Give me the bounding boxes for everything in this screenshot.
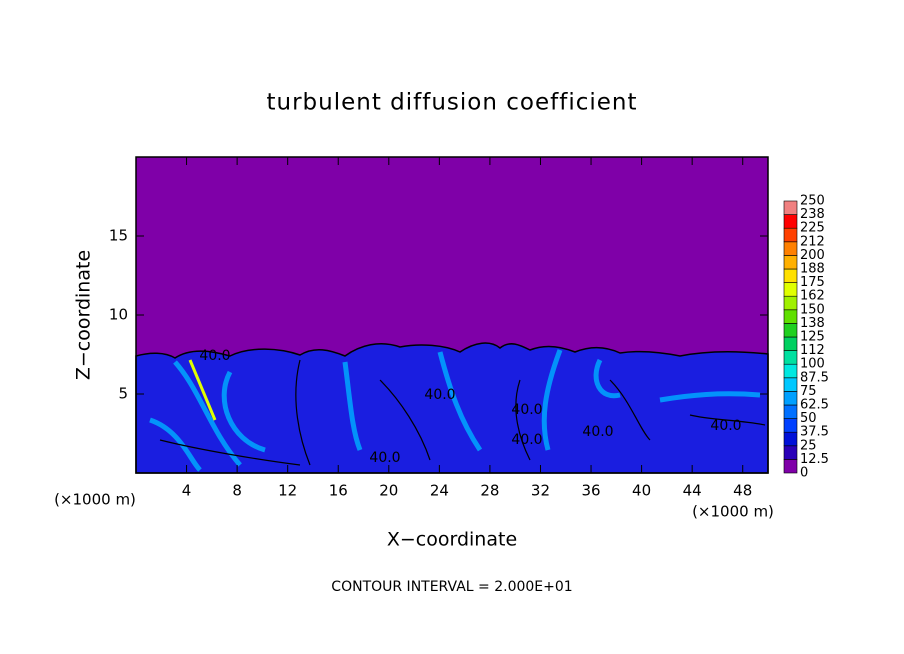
- colorbar-label: 150: [800, 302, 825, 317]
- colorbar-label: 12.5: [800, 452, 829, 467]
- colorbar-bin: [783, 363, 798, 379]
- x-tick-label: 40: [632, 482, 651, 500]
- y-tick-label: 10: [109, 306, 128, 324]
- x-tick-label: 32: [531, 482, 550, 500]
- colorbar-label: 25: [800, 438, 817, 453]
- colorbar-label: 238: [800, 207, 825, 222]
- turbulent-layer: [135, 342, 769, 474]
- colorbar-bin: [783, 323, 798, 338]
- x-tick-label: 4: [182, 482, 192, 500]
- x-tick-label: 12: [278, 482, 297, 500]
- colorbar-label: 175: [800, 275, 825, 290]
- colorbar-bin: [783, 431, 798, 447]
- x-axis-label: X−coordinate: [387, 529, 517, 551]
- colorbar-bin: [783, 268, 798, 283]
- x-tick-label: 44: [683, 482, 702, 500]
- colorbar-label: 62.5: [800, 398, 829, 413]
- footer: CONTOUR INTERVAL = 2.000E+01: [331, 579, 572, 595]
- contour-label: 40.0: [199, 348, 230, 364]
- colorbar-bin: [783, 377, 798, 392]
- colorbar-bin: [783, 309, 798, 324]
- y-tick-label: 15: [109, 227, 128, 245]
- x-unit: (×1000 m): [692, 503, 774, 521]
- colorbar-label: 37.5: [800, 425, 829, 440]
- x-tick-label: 8: [232, 482, 242, 500]
- colorbar-label: 112: [800, 343, 825, 358]
- colorbar-label: 125: [800, 330, 825, 345]
- colorbar-label: 200: [800, 248, 825, 263]
- colorbar-label: 75: [800, 384, 817, 399]
- colorbar-bin: [783, 227, 798, 243]
- colorbar-label: 212: [800, 234, 825, 249]
- x-tick-label: 36: [581, 482, 600, 500]
- colorbar-bin: [783, 282, 798, 297]
- y-tick-label: 5: [118, 385, 128, 403]
- colorbar-bin: [783, 255, 798, 270]
- colorbar-bin: [783, 295, 798, 311]
- colorbar-bin: [783, 459, 798, 474]
- y-unit: (×1000 m): [54, 491, 136, 509]
- colorbar-bin: [783, 445, 798, 460]
- colorbar-label: 225: [800, 221, 825, 236]
- x-tick-label: 20: [379, 482, 398, 500]
- colorbar-bin: [783, 336, 798, 351]
- contour-field: [135, 157, 769, 474]
- contour-label: 40.0: [710, 418, 741, 434]
- colorbar-bin: [783, 214, 798, 229]
- x-tick-label: 28: [480, 482, 499, 500]
- colorbar-bin: [783, 391, 798, 406]
- colorbar-bin: [783, 350, 798, 365]
- x-tick-label: 48: [733, 482, 752, 500]
- chart-title: turbulent diffusion coefficient: [266, 90, 637, 116]
- colorbar-label: 100: [800, 357, 825, 372]
- contour-lines: [159, 359, 766, 466]
- colorbar-label: 162: [800, 289, 825, 304]
- contour-label: 40.0: [424, 387, 455, 403]
- x-tick-label: 24: [430, 482, 449, 500]
- y-axis-label: Z−coordinate: [73, 250, 95, 380]
- contour-label: 40.0: [511, 402, 542, 418]
- colorbar-label: 250: [800, 194, 825, 209]
- colorbar-bin: [783, 404, 798, 419]
- colorbar-label: 87.5: [800, 370, 829, 385]
- contour-label: 40.0: [369, 450, 400, 466]
- colorbar-label: 0: [800, 466, 808, 481]
- x-tick-label: 16: [329, 482, 348, 500]
- colorbar-label: 188: [800, 262, 825, 277]
- colorbar-label: 50: [800, 411, 817, 426]
- colorbar-bin: [783, 418, 798, 433]
- colorbar-bin: [783, 200, 798, 215]
- contour-label: 40.0: [582, 424, 613, 440]
- contour-label: 40.0: [511, 432, 542, 448]
- colorbar-bin: [783, 241, 798, 256]
- colorbar-label: 138: [800, 316, 825, 331]
- field-highlight: [188, 359, 217, 421]
